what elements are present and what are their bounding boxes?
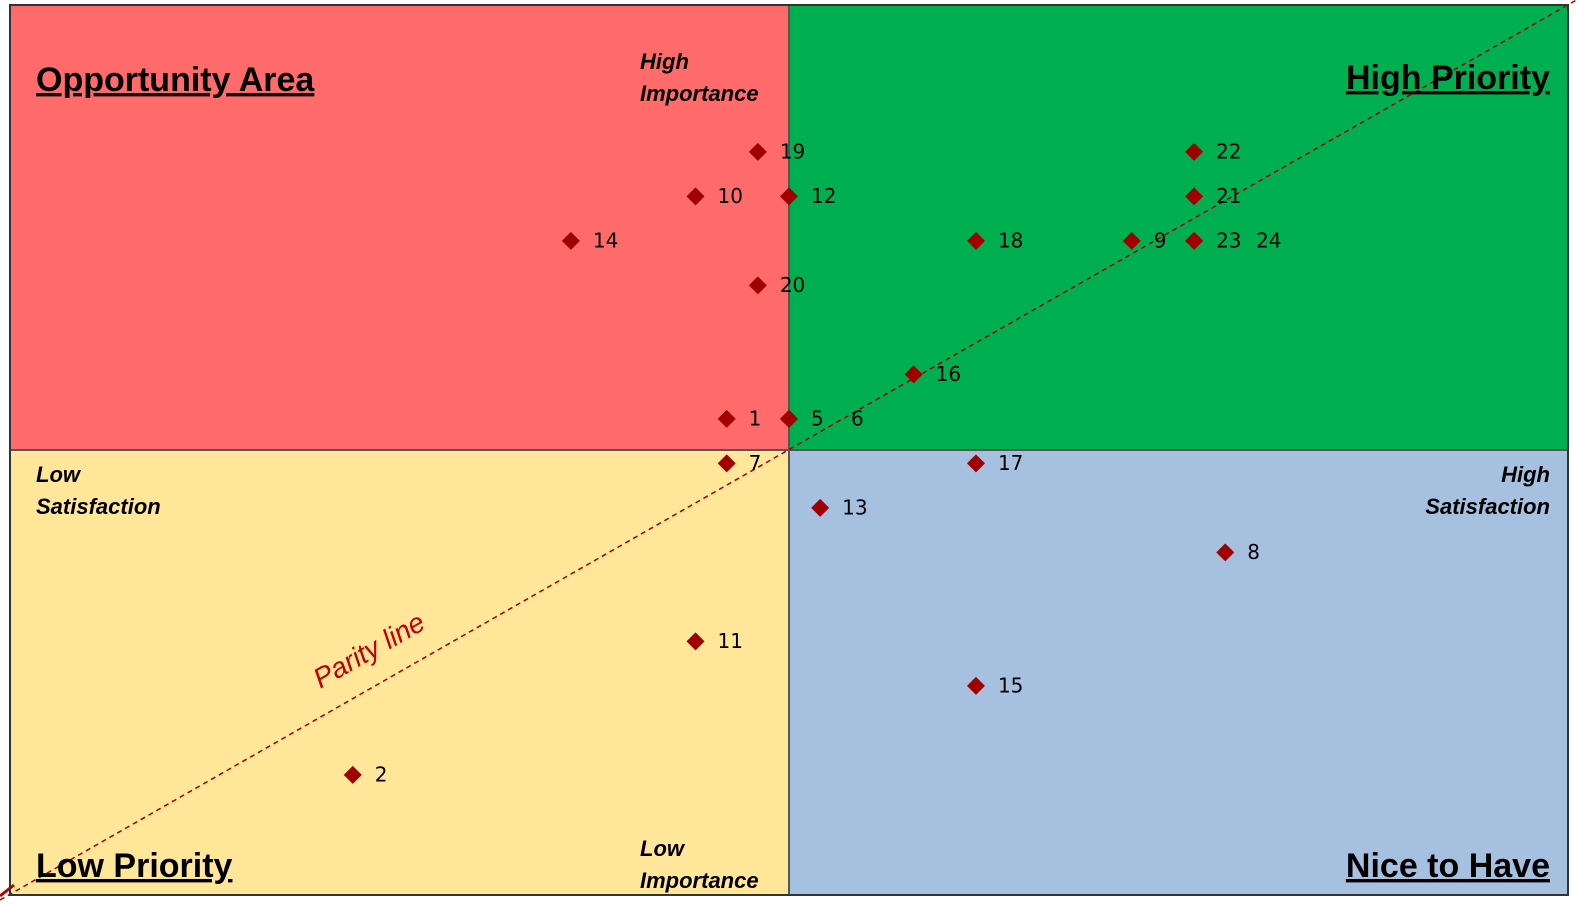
quadrant-label: High Priority [1346, 59, 1550, 97]
point [686, 632, 705, 651]
plot-frame [9, 4, 1569, 896]
point-label: 16 [936, 362, 961, 386]
point [717, 409, 736, 428]
point-label: 19 [780, 139, 805, 163]
point [717, 454, 736, 473]
point-label: 21 [1216, 184, 1241, 208]
point [748, 142, 767, 161]
point-label: 10 [718, 184, 743, 208]
point [343, 765, 362, 784]
point-label: 7 [749, 451, 762, 475]
point [904, 365, 923, 384]
quadrant-label: Low Priority [36, 847, 233, 885]
axis-label: Low Importance [640, 836, 759, 893]
point-label: 9 [1154, 228, 1167, 252]
point [966, 231, 985, 250]
point-label: 22 [1216, 139, 1241, 163]
point [1185, 142, 1204, 161]
point [561, 231, 580, 250]
point [966, 454, 985, 473]
axis-label: High Importance [640, 49, 759, 106]
point [780, 409, 798, 428]
quadrant-label: Opportunity Area [36, 61, 315, 99]
point-label: 2 [375, 762, 388, 786]
point-label: 20 [780, 273, 805, 297]
point-label: 13 [842, 495, 867, 519]
point [811, 498, 830, 517]
point-label: 1 [749, 406, 762, 430]
point-label: 11 [718, 629, 743, 653]
quadrant-label: Nice to Have [1346, 847, 1550, 885]
point-label: 24 [1256, 228, 1281, 252]
point [686, 187, 705, 206]
point [748, 276, 767, 295]
point-label: 6 [851, 406, 864, 430]
point [1122, 231, 1141, 250]
point-label: 12 [811, 184, 836, 208]
point [780, 187, 798, 206]
point [1185, 231, 1204, 250]
point-label: 18 [998, 228, 1023, 252]
point-label: 23 [1216, 228, 1241, 252]
axis-label: Low Satisfaction [36, 462, 161, 519]
point [1216, 543, 1235, 562]
quadrant [789, 450, 1568, 895]
quadrants [10, 5, 1568, 895]
axis-label: High Satisfaction [1425, 462, 1550, 519]
point [966, 676, 985, 695]
point-label: 5 [811, 406, 824, 430]
point-label: 14 [593, 228, 618, 252]
point [1185, 187, 1204, 206]
point-label: 17 [998, 451, 1023, 475]
parity-line-start [0, 883, 15, 898]
point-label: 8 [1247, 540, 1260, 564]
point-label: 15 [998, 673, 1023, 697]
quadrant [10, 5, 789, 450]
